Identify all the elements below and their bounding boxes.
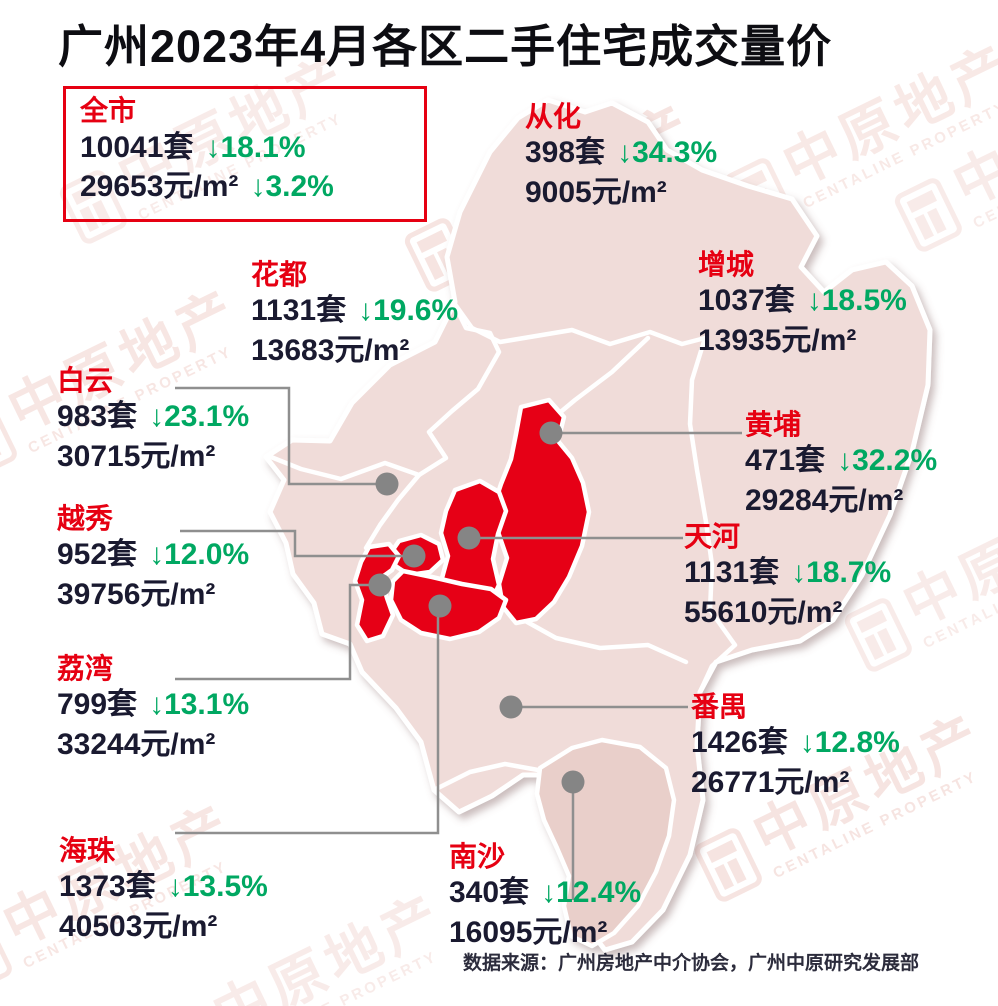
- district-volume-change: ↓18.5%: [806, 284, 907, 318]
- boundary-panyu-north: [517, 615, 689, 665]
- district-price: 26771元/m²: [691, 765, 850, 799]
- district-name: 白云: [57, 365, 114, 396]
- district-price: 55610元/m²: [684, 595, 843, 629]
- district-label-baiyun: 白云 983套 ↓23.1% 30715元/m²: [57, 365, 249, 476]
- district-price: 40503元/m²: [59, 909, 218, 943]
- district-name: 南沙: [449, 841, 506, 872]
- district-name: 从化: [525, 101, 582, 132]
- district-label-panyu: 番禺 1426套 ↓12.8% 26771元/m²: [691, 691, 900, 802]
- district-label-haizhu: 海珠 1373套 ↓13.5% 40503元/m²: [59, 835, 268, 946]
- district-label-liwan: 荔湾 799套 ↓13.1% 33244元/m²: [57, 653, 249, 764]
- district-label-conghua: 从化 398套 ↓34.3% 9005元/m²: [525, 101, 717, 212]
- district-volume: 1426套: [691, 726, 788, 760]
- district-volume: 952套: [57, 538, 138, 572]
- district-name: 番禺: [691, 691, 748, 722]
- marker-dot-huangpu: [539, 421, 563, 445]
- district-volume: 1037套: [698, 284, 795, 318]
- citywide-volume-row: 10041套 ↓18.1%: [80, 128, 410, 168]
- district-label-yuexiu: 越秀 952套 ↓12.0% 39756元/m²: [57, 503, 249, 614]
- district-price: 16095元/m²: [449, 915, 608, 949]
- district-label-tianhe: 天河 1131套 ↓18.7% 55610元/m²: [684, 521, 891, 632]
- district-price: 30715元/m²: [57, 439, 216, 473]
- district-name: 荔湾: [57, 653, 114, 684]
- district-price: 33244元/m²: [57, 727, 216, 761]
- district-name: 天河: [684, 521, 741, 552]
- district-volume-change: ↓13.5%: [167, 870, 268, 904]
- leader-line-baiyun: [175, 386, 380, 486]
- district-volume-change: ↓34.3%: [617, 136, 718, 170]
- district-price: 29284元/m²: [745, 483, 904, 517]
- district-volume-change: ↓12.8%: [799, 726, 900, 760]
- district-volume-change: ↓13.1%: [149, 688, 250, 722]
- marker-dot-panyu: [499, 695, 523, 719]
- marker-dot-tianhe: [457, 526, 481, 550]
- leader-line-haizhu: [175, 612, 440, 835]
- citywide-price-row: 29653元/m² ↓3.2%: [80, 167, 410, 207]
- district-price: 9005元/m²: [525, 175, 667, 209]
- district-volume: 398套: [525, 136, 606, 170]
- marker-dot-baiyun: [375, 472, 399, 496]
- marker-dot-liwan: [368, 573, 392, 597]
- district-name: 花都: [251, 259, 308, 290]
- district-volume-change: ↓23.1%: [149, 400, 250, 434]
- citywide-name: 全市: [80, 95, 137, 126]
- district-price: 13683元/m²: [251, 333, 410, 367]
- district-volume-change: ↓32.2%: [837, 444, 938, 478]
- district-volume: 340套: [449, 876, 530, 910]
- district-volume-change: ↓12.0%: [149, 538, 250, 572]
- page-title: 广州2023年4月各区二手住宅成交量价: [58, 21, 833, 72]
- leader-line-yuexiu: [180, 529, 406, 558]
- citywide-price: 29653元/m²: [80, 170, 239, 204]
- district-label-huangpu: 黄埔 471套 ↓32.2% 29284元/m²: [745, 409, 937, 520]
- district-volume: 1373套: [59, 870, 156, 904]
- district-price: 13935元/m²: [698, 323, 857, 357]
- district-name: 黄埔: [745, 409, 802, 440]
- leader-line-liwan: [175, 583, 374, 681]
- boundary-panyu-south: [431, 761, 541, 793]
- marker-dot-haizhu: [428, 594, 452, 618]
- citywide-summary-box: 全市 10041套 ↓18.1% 29653元/m² ↓3.2%: [63, 86, 427, 222]
- boundary-huadu: [268, 297, 502, 482]
- district-name: 海珠: [59, 835, 116, 866]
- district-volume-change: ↓19.6%: [358, 294, 459, 328]
- marker-dot-yuexiu: [402, 544, 426, 568]
- district-volume-change: ↓12.4%: [541, 876, 642, 910]
- district-label-huadu: 花都 1131套 ↓19.6% 13683元/m²: [251, 259, 458, 370]
- data-source-note: 数据来源：广州房地产中介协会，广州中原研究发展部: [463, 953, 920, 974]
- district-price: 39756元/m²: [57, 577, 216, 611]
- district-volume: 471套: [745, 444, 826, 478]
- district-volume: 983套: [57, 400, 138, 434]
- district-label-nansha: 南沙 340套 ↓12.4% 16095元/m²: [449, 841, 641, 952]
- citywide-volume-change: ↓18.1%: [205, 130, 306, 164]
- district-name: 越秀: [57, 503, 114, 534]
- boundary-zengcheng-west: [687, 335, 738, 695]
- citywide-price-change: ↓3.2%: [250, 170, 334, 204]
- marker-dot-nansha: [561, 770, 585, 794]
- boundary-baiyun-southwest: [363, 472, 422, 551]
- district-volume: 1131套: [684, 556, 780, 590]
- district-name: 增城: [698, 249, 755, 280]
- district-volume: 1131套: [251, 294, 347, 328]
- citywide-volume: 10041套: [80, 130, 194, 164]
- district-label-zengcheng: 增城 1037套 ↓18.5% 13935元/m²: [698, 249, 907, 360]
- district-volume-change: ↓18.7%: [791, 556, 892, 590]
- district-volume: 799套: [57, 688, 138, 722]
